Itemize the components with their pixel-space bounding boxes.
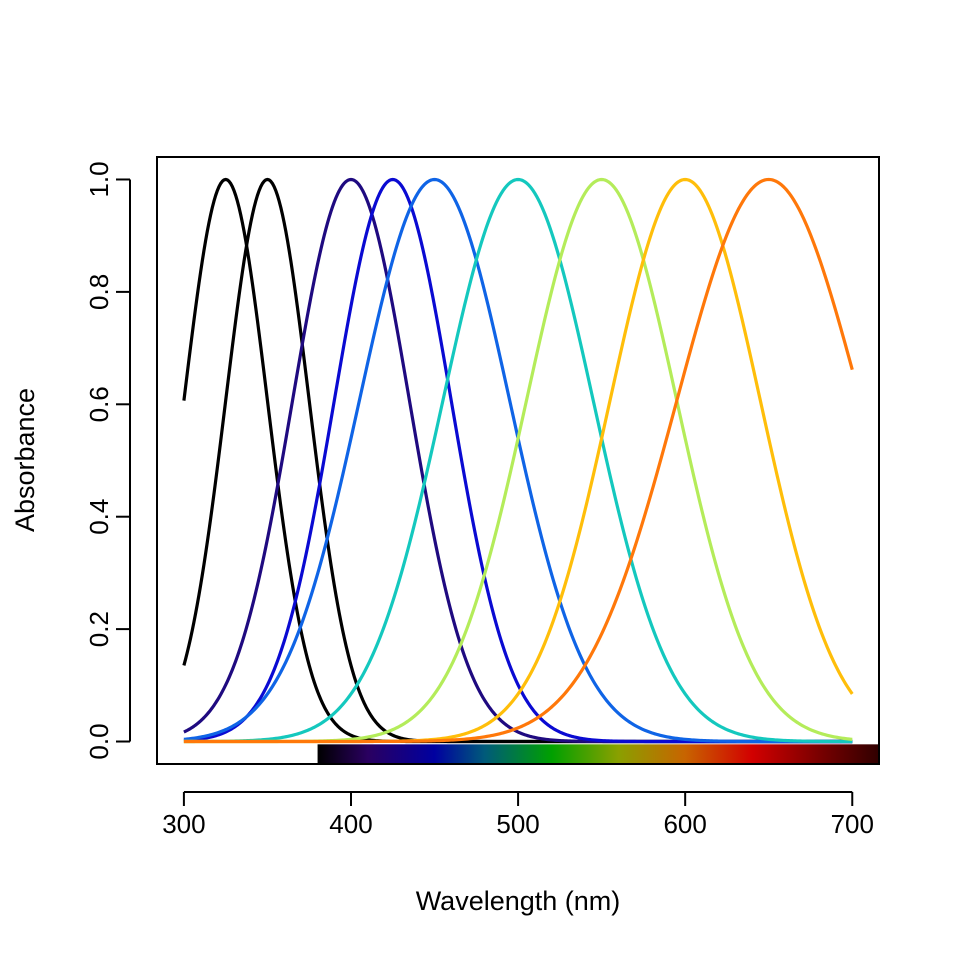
y-tick-label: 0.0 — [84, 723, 114, 759]
series-line-6 — [183, 177, 853, 744]
y-tick-label: 0.8 — [84, 274, 114, 310]
y-axis-label: Absorbance — [10, 388, 40, 532]
series-line-9 — [183, 177, 854, 744]
x-tick-label: 600 — [663, 809, 706, 839]
series-line-5 — [183, 177, 853, 744]
series-line-1 — [182, 177, 853, 744]
series-line-2 — [182, 177, 853, 744]
series-line-4 — [183, 177, 853, 744]
y-tick-label: 0.6 — [84, 386, 114, 422]
x-tick-label: 400 — [329, 809, 372, 839]
x-tick-label: 500 — [496, 809, 539, 839]
y-tick-label: 0.2 — [84, 611, 114, 647]
visible-spectrum-bar — [317, 744, 879, 764]
x-axis-label: Wavelength (nm) — [416, 886, 621, 916]
x-axis: 300 400 500 600 700 — [162, 791, 874, 839]
series-line-7 — [183, 177, 853, 744]
y-tick-label: 1.0 — [84, 161, 114, 197]
series-line-8 — [183, 177, 854, 744]
x-tick-label: 300 — [162, 809, 205, 839]
x-tick-label: 700 — [831, 809, 874, 839]
y-axis: 0.0 0.2 0.4 0.6 0.8 1.0 — [84, 161, 131, 760]
y-tick-label: 0.4 — [84, 499, 114, 535]
plot-frame — [156, 156, 880, 765]
series-line-3 — [183, 177, 853, 744]
